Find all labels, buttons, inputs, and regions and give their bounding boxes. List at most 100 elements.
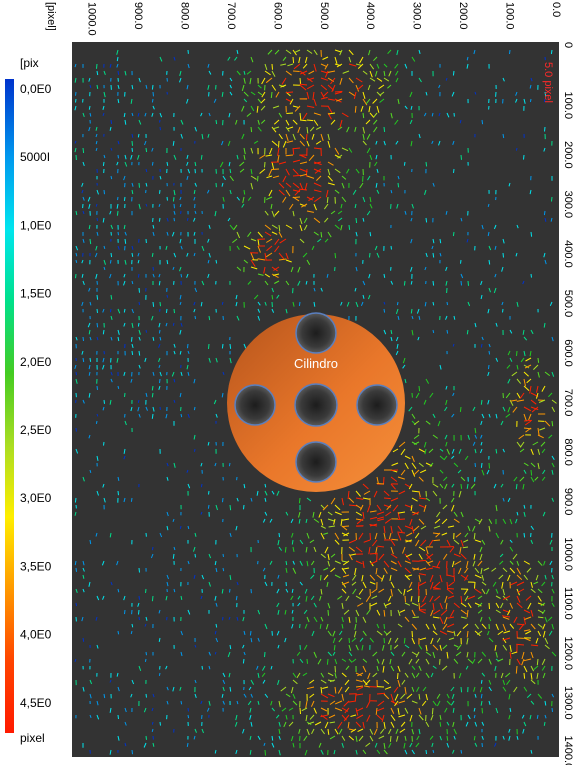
- vector-arrow: [477, 595, 483, 600]
- vector-arrow: [451, 91, 455, 97]
- vector-arrow: [476, 630, 483, 636]
- vector-arrow: [194, 161, 197, 167]
- vector-arrow: [270, 203, 273, 209]
- vector-arrow: [439, 238, 442, 244]
- vector-arrow: [124, 119, 127, 125]
- vector-arrow: [124, 154, 127, 160]
- vector-arrow: [285, 280, 290, 286]
- vector-arrow: [551, 455, 555, 461]
- vector-arrow: [332, 651, 336, 656]
- vector-arrow: [186, 742, 189, 747]
- vector-arrow: [451, 448, 455, 454]
- vector-arrow: [266, 245, 273, 252]
- vector-arrow: [158, 343, 161, 348]
- vector-arrow: [360, 105, 364, 112]
- vector-arrow: [243, 154, 246, 160]
- vector-arrow: [299, 581, 303, 586]
- vector-arrow: [208, 70, 212, 75]
- vector-arrow: [328, 112, 336, 115]
- vector-arrow: [250, 693, 253, 698]
- vector-arrow: [543, 147, 546, 152]
- vector-arrow: [460, 511, 464, 518]
- vector-layer: [74, 49, 557, 756]
- vector-arrow: [426, 553, 434, 560]
- vector-arrow: [138, 616, 140, 621]
- vector-arrow: [446, 623, 455, 628]
- vector-arrow: [365, 98, 371, 105]
- vector-arrow: [180, 119, 184, 125]
- vector-arrow: [454, 560, 462, 566]
- vector-arrow: [166, 574, 169, 580]
- vector-arrow: [516, 364, 519, 370]
- vector-arrow: [530, 231, 533, 237]
- vector-arrow: [498, 574, 504, 580]
- vector-arrow: [96, 700, 99, 706]
- vector-arrow: [250, 91, 256, 96]
- vector-arrow: [103, 70, 106, 75]
- vector-arrow: [200, 301, 203, 307]
- vector-arrow: [303, 644, 308, 650]
- vector-arrow: [523, 462, 529, 467]
- vector-arrow: [278, 532, 280, 538]
- vector-arrow: [488, 700, 491, 706]
- vector-arrow: [365, 119, 371, 125]
- vector-arrow: [403, 637, 406, 644]
- vector-arrow: [131, 749, 133, 755]
- vector-arrow: [229, 189, 232, 195]
- vector-arrow: [214, 560, 217, 566]
- vector-arrow: [425, 672, 430, 679]
- vector-arrow: [486, 469, 490, 475]
- vector-arrow: [208, 357, 211, 363]
- vector-arrow: [418, 385, 421, 392]
- vector-arrow: [193, 301, 196, 306]
- vector-arrow: [537, 693, 543, 699]
- vector-arrow: [324, 238, 329, 243]
- vector-arrow: [232, 238, 238, 243]
- vector-arrow: [530, 476, 535, 483]
- vector-arrow: [180, 413, 183, 418]
- vector-arrow: [201, 245, 205, 251]
- vector-arrow: [173, 203, 175, 209]
- cylinder-obstacle: Cilindro: [227, 312, 405, 492]
- vector-arrow: [250, 175, 257, 180]
- vector-arrow: [515, 518, 518, 524]
- vector-arrow: [229, 532, 232, 538]
- vector-arrow: [418, 546, 426, 552]
- top-axis: 1000.0 900.0 800.0 700.0 600.0 500.0 400.0 300.…: [86, 2, 563, 36]
- vector-arrow: [507, 609, 511, 616]
- vector-arrow: [533, 665, 539, 670]
- vector-arrow: [408, 658, 413, 665]
- vector-arrow: [350, 714, 357, 717]
- vector-arrow: [261, 665, 266, 671]
- vector-arrow: [327, 728, 330, 735]
- vector-arrow: [124, 392, 126, 397]
- vector-arrow: [257, 231, 263, 238]
- vector-arrow: [369, 524, 378, 527]
- colorbar-bottom-label: pixel: [20, 731, 45, 745]
- vector-arrow: [89, 714, 92, 718]
- vector-arrow: [302, 252, 308, 258]
- vector-arrow: [363, 490, 371, 495]
- vector-arrow: [432, 749, 435, 754]
- vector-arrow: [445, 385, 448, 390]
- vector-arrow: [322, 91, 329, 98]
- vector-arrow: [229, 343, 232, 349]
- vector-arrow: [390, 476, 398, 482]
- vector-arrow: [278, 189, 285, 196]
- vector-arrow: [488, 518, 493, 524]
- vector-arrow: [547, 616, 553, 622]
- vector-arrow: [376, 476, 379, 484]
- vector-arrow: [518, 623, 525, 631]
- vector-arrow: [451, 560, 455, 568]
- vector-arrow: [467, 434, 470, 440]
- vector-arrow: [439, 721, 442, 727]
- vector-arrow: [338, 637, 343, 643]
- vector-arrow: [537, 588, 543, 594]
- vector-arrow: [343, 609, 350, 615]
- vector-arrow: [250, 497, 253, 502]
- colorbar-label: 1,5E0: [20, 287, 52, 301]
- vector-arrow: [410, 217, 413, 222]
- vector-arrow: [495, 532, 500, 539]
- vector-arrow: [206, 189, 210, 194]
- vector-arrow: [439, 574, 443, 583]
